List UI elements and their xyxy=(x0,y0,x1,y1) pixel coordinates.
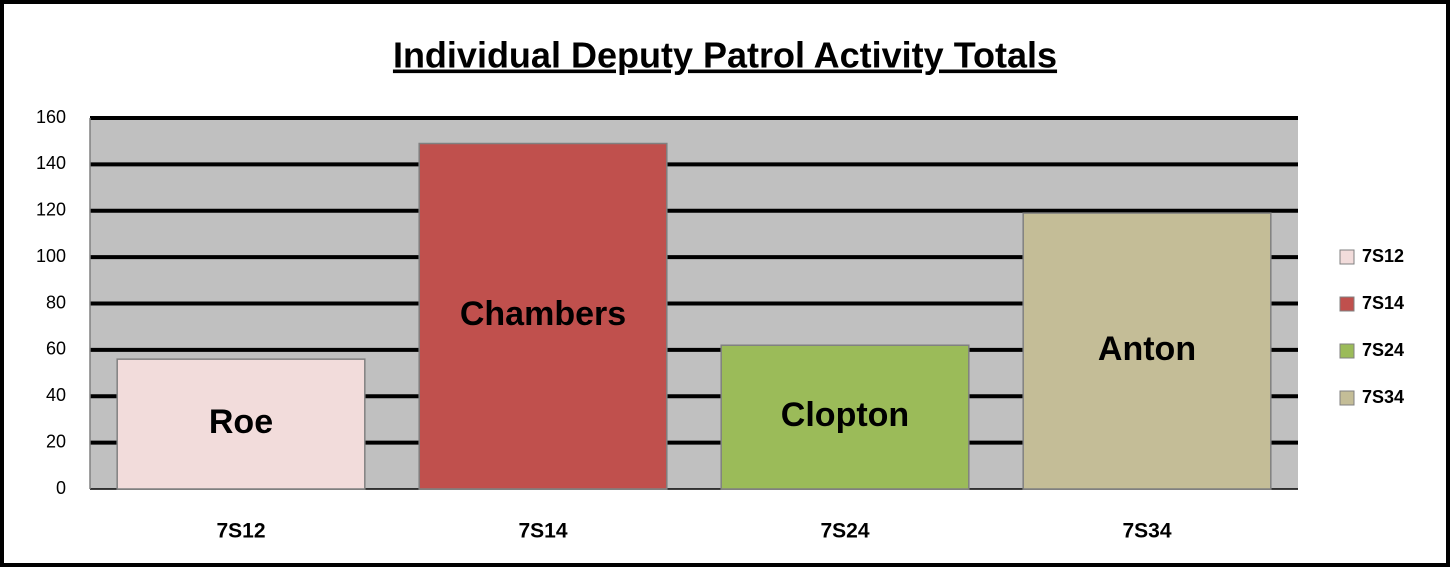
y-tick-label: 40 xyxy=(46,385,66,405)
x-tick-label: 7S14 xyxy=(518,520,567,543)
bar-annotation: Anton xyxy=(1098,330,1196,368)
legend-swatch xyxy=(1339,343,1355,359)
y-tick-label: 60 xyxy=(46,339,66,359)
legend-swatch xyxy=(1339,390,1355,406)
x-tick-label: 7S34 xyxy=(1122,520,1171,543)
y-tick-label: 0 xyxy=(56,478,66,498)
bar-annotation: Chambers xyxy=(460,295,626,333)
y-tick-label: 120 xyxy=(36,200,66,220)
bar-annotation: Clopton xyxy=(781,396,909,434)
y-tick-label: 100 xyxy=(36,246,66,266)
y-tick-label: 80 xyxy=(46,292,66,312)
y-tick-label: 160 xyxy=(36,107,66,127)
legend-label: 7S24 xyxy=(1362,340,1404,360)
bar xyxy=(116,358,366,490)
legend-swatch xyxy=(1339,249,1355,265)
bar xyxy=(418,142,668,490)
chart-title: Individual Deputy Patrol Activity Totals xyxy=(393,35,1057,76)
bar xyxy=(1022,212,1272,490)
y-tick-label: 20 xyxy=(46,431,66,451)
x-tick-label: 7S24 xyxy=(820,520,869,543)
legend-label: 7S34 xyxy=(1362,387,1404,407)
y-tick-label: 140 xyxy=(36,153,66,173)
legend-label: 7S12 xyxy=(1362,246,1404,266)
bar-annotation: Roe xyxy=(209,403,273,441)
x-tick-label: 7S12 xyxy=(216,520,265,543)
bar xyxy=(720,344,970,490)
legend-swatch xyxy=(1339,296,1355,312)
legend-label: 7S14 xyxy=(1362,293,1404,313)
